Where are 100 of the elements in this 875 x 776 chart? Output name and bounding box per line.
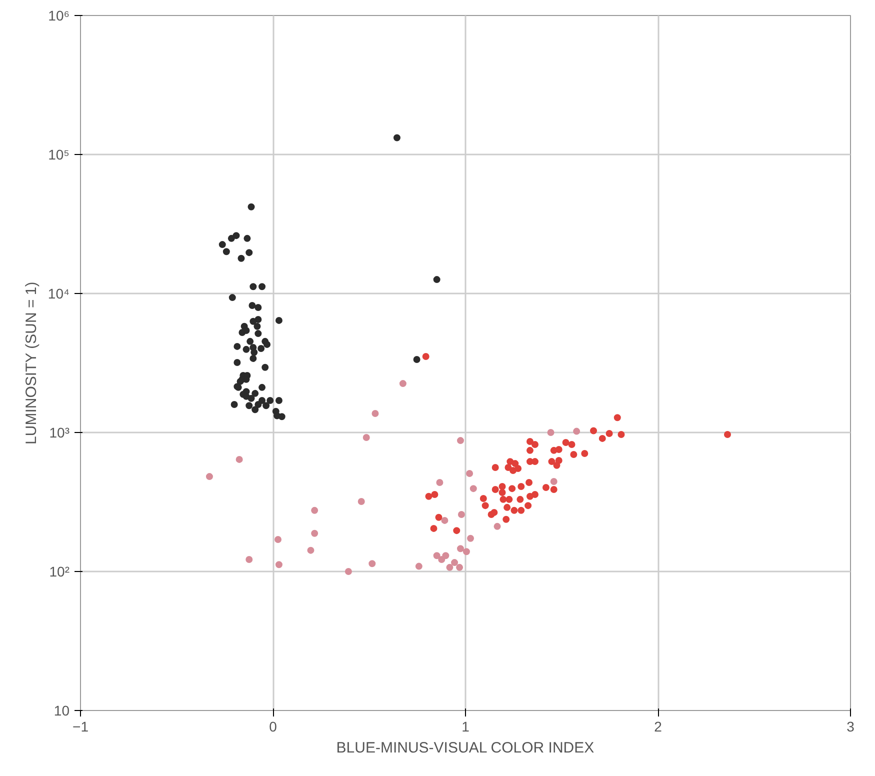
point: [242, 392, 250, 400]
x-tick-label: 0: [269, 718, 278, 734]
point: [234, 342, 241, 350]
point: [275, 561, 282, 568]
point: [526, 478, 533, 486]
point: [228, 294, 236, 302]
point: [510, 466, 517, 474]
point: [518, 506, 525, 514]
point: [250, 354, 257, 362]
point: [490, 508, 498, 516]
point: [590, 427, 598, 434]
point: [236, 456, 243, 463]
point: [526, 492, 534, 500]
point: [446, 564, 454, 571]
point: [504, 464, 512, 471]
point: [502, 516, 510, 523]
point: [422, 353, 430, 360]
point: [250, 348, 258, 356]
point: [510, 506, 518, 514]
point: [526, 446, 534, 454]
point: [598, 434, 606, 442]
point: [531, 440, 538, 448]
y-axis-title: LUMINOSITY (SUN = 1): [22, 282, 40, 444]
point: [248, 302, 256, 309]
point: [431, 491, 438, 498]
point: [222, 248, 230, 256]
point: [494, 522, 501, 530]
point: [433, 552, 440, 560]
point: [278, 413, 286, 420]
point: [438, 556, 446, 563]
point: [492, 486, 499, 493]
y-tick-label: 10²: [49, 564, 70, 580]
point: [614, 414, 621, 422]
point: [258, 396, 266, 404]
point: [498, 482, 506, 490]
point: [234, 358, 241, 366]
point: [372, 410, 379, 417]
point: [492, 464, 499, 471]
point: [451, 559, 458, 566]
point: [498, 489, 506, 496]
point: [311, 506, 318, 514]
point: [555, 446, 562, 453]
point: [413, 356, 420, 364]
point: [250, 283, 257, 290]
point: [275, 316, 282, 324]
point: [246, 338, 254, 345]
point: [399, 380, 406, 388]
point: [512, 460, 519, 468]
point: [516, 496, 524, 503]
point: [462, 548, 470, 556]
point: [550, 486, 558, 493]
point: [581, 450, 588, 458]
point: [344, 568, 352, 575]
point: [262, 402, 270, 410]
x-tick-label: 2: [654, 718, 662, 734]
point: [252, 406, 259, 414]
point: [500, 496, 507, 503]
x-tick-label: −1: [72, 718, 89, 734]
point: [570, 450, 578, 458]
point: [425, 492, 432, 500]
point: [562, 439, 570, 446]
point: [248, 203, 255, 210]
point: [254, 330, 262, 338]
point: [506, 496, 513, 503]
y-tick-label: 10: [54, 702, 70, 718]
point: [230, 401, 238, 408]
point: [258, 283, 266, 290]
x-tick-label: 3: [846, 718, 855, 734]
point: [433, 276, 440, 284]
point: [456, 545, 464, 552]
y-tick-label: 10³: [49, 424, 70, 440]
point: [542, 484, 550, 492]
y-tick-label: 10⁶: [48, 8, 70, 24]
point: [606, 430, 613, 437]
point: [618, 430, 625, 438]
point: [264, 340, 271, 348]
point: [246, 402, 253, 410]
point: [393, 134, 400, 142]
point: [456, 437, 464, 444]
point: [238, 254, 245, 262]
point: [228, 234, 235, 242]
point: [430, 524, 438, 532]
point: [526, 438, 534, 446]
point: [518, 482, 525, 490]
point: [550, 478, 558, 486]
point: [274, 536, 282, 543]
point: [573, 428, 580, 435]
point: [262, 364, 269, 371]
y-tick-label: 10⁴: [48, 286, 70, 302]
point: [724, 430, 731, 438]
point: [456, 564, 464, 571]
point: [467, 534, 474, 542]
point: [436, 478, 444, 486]
point: [246, 556, 253, 563]
x-tick-label: 1: [462, 718, 470, 734]
y-tick-label: 10⁵: [48, 146, 70, 162]
point: [368, 560, 376, 568]
point: [254, 316, 262, 323]
point: [258, 345, 265, 352]
point: [568, 440, 576, 448]
